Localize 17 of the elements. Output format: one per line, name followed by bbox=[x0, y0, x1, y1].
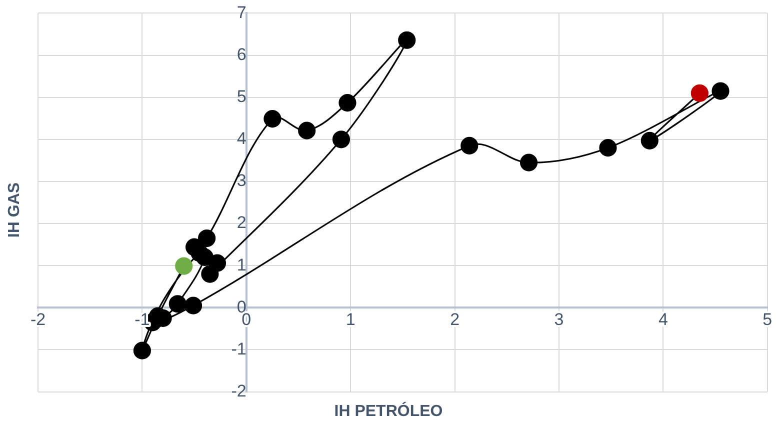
x-tick-label: 5 bbox=[762, 310, 772, 329]
y-tick-label: 3 bbox=[236, 171, 246, 190]
y-tick-label: 5 bbox=[236, 87, 246, 106]
y-tick-label: 6 bbox=[236, 44, 246, 64]
x-tick-label: 4 bbox=[658, 310, 668, 329]
x-tick-label: 3 bbox=[554, 310, 564, 329]
y-axis-title: IH GAS bbox=[6, 182, 24, 238]
x-axis-title: IH PETRÓLEO bbox=[333, 403, 444, 421]
y-tick-label: 1 bbox=[236, 255, 246, 274]
y-tick-label: 7 bbox=[236, 2, 246, 22]
y-tick-label: -1 bbox=[231, 339, 246, 358]
x-tick-label: -2 bbox=[30, 310, 46, 329]
y-tick-label: -2 bbox=[231, 381, 246, 400]
x-tick-label: 2 bbox=[450, 310, 460, 329]
y-tick-label: 2 bbox=[236, 213, 246, 232]
y-tick-label: 4 bbox=[236, 129, 246, 148]
x-tick-label: 1 bbox=[346, 310, 356, 329]
